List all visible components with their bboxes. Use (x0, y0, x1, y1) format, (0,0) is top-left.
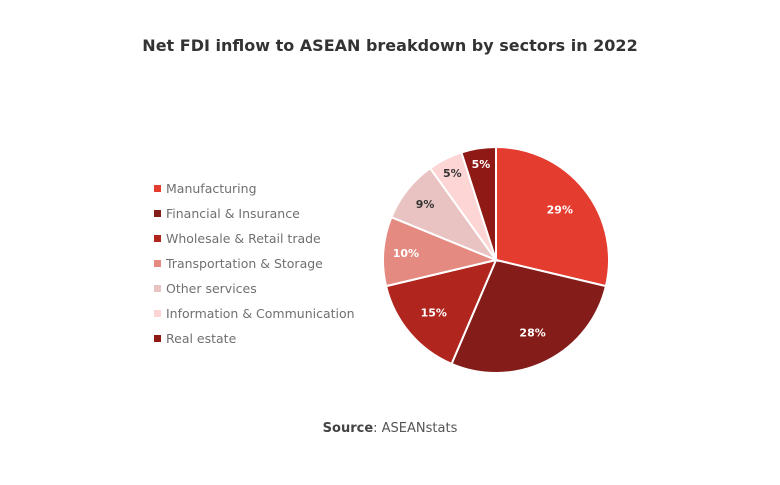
legend-item: Information & Communication (154, 301, 355, 326)
legend-label: Wholesale & Retail trade (166, 231, 321, 246)
legend-swatch (154, 185, 161, 192)
pie-slice (495, 145, 610, 288)
legend-label: Real estate (166, 331, 237, 346)
data-label: 5% (443, 167, 462, 180)
legend-swatch (154, 335, 161, 342)
legend-swatch (154, 310, 161, 317)
source-text: : ASEANstats (373, 421, 458, 436)
data-label: 10% (393, 247, 419, 260)
data-label: 28% (519, 327, 545, 340)
data-label: 5% (472, 158, 491, 171)
legend-swatch (154, 285, 161, 292)
legend-item: Manufacturing (154, 176, 355, 201)
legend-swatch (154, 235, 161, 242)
legend: Manufacturing Financial & Insurance Wholes… (154, 176, 355, 351)
pie-slice (450, 258, 608, 374)
legend-item: Other services (154, 276, 355, 301)
pie-slice (460, 145, 497, 261)
legend-item: Wholesale & Retail trade (154, 226, 355, 251)
legend-item: Real estate (154, 326, 355, 351)
data-label: 29% (547, 204, 573, 217)
legend-label: Financial & Insurance (166, 206, 300, 221)
legend-item: Financial & Insurance (154, 201, 355, 226)
source-label: Source (322, 421, 374, 436)
legend-label: Information & Communication (166, 306, 355, 321)
data-label: 9% (416, 198, 435, 211)
chart-title: Net FDI inflow to ASEAN breakdown by sec… (142, 36, 638, 55)
legend-label: Manufacturing (166, 181, 257, 196)
pie-slice (384, 258, 498, 366)
source-note: Source: ASEANstats (0, 421, 780, 436)
data-label: 15% (421, 306, 447, 319)
legend-label: Transportation & Storage (166, 256, 323, 271)
legend-label: Other services (166, 281, 257, 296)
legend-swatch (154, 210, 161, 217)
legend-swatch (154, 260, 161, 267)
legend-item: Transportation & Storage (154, 251, 355, 276)
